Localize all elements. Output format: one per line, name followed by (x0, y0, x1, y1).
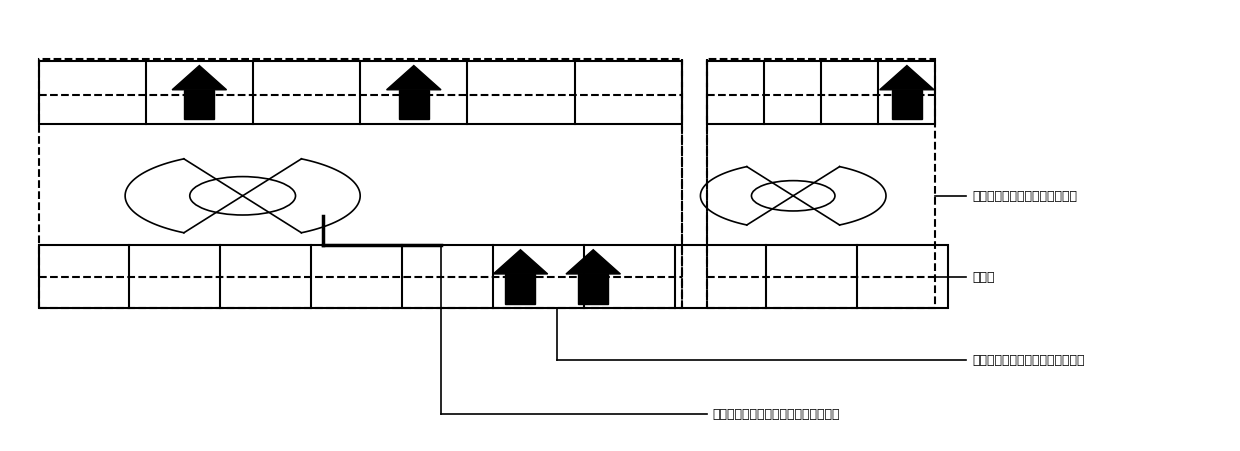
Bar (707, 62, 935, 124)
Polygon shape (172, 66, 227, 91)
Bar (506, 274, 536, 304)
Bar (892, 91, 921, 120)
Bar (38, 60, 682, 308)
Text: 拍摄设备，扇形部分表示设备拍摄视角: 拍摄设备，扇形部分表示设备拍摄视角 (713, 407, 841, 420)
Text: 车辆，筭头所指方向表示车头方向: 车辆，筭头所指方向表示车头方向 (972, 354, 1085, 367)
Text: 拍摄设备旋转检测后的监控范围: 拍摄设备旋转检测后的监控范围 (972, 190, 1078, 203)
Polygon shape (879, 66, 934, 91)
Bar (38, 62, 682, 124)
Bar (185, 91, 215, 120)
Bar (707, 60, 935, 308)
Polygon shape (565, 250, 620, 274)
Text: 停车位: 停车位 (972, 271, 996, 284)
Polygon shape (387, 66, 441, 91)
Bar (578, 274, 608, 304)
Bar (399, 91, 429, 120)
Polygon shape (494, 250, 548, 274)
Bar (38, 246, 947, 308)
